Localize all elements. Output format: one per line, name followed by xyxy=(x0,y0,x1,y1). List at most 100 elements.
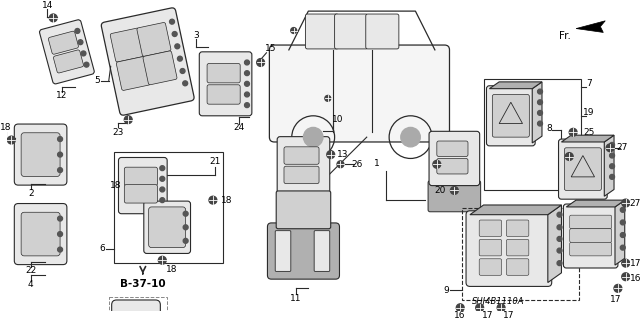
FancyBboxPatch shape xyxy=(284,166,319,184)
FancyBboxPatch shape xyxy=(437,141,468,157)
Circle shape xyxy=(433,160,441,168)
FancyBboxPatch shape xyxy=(506,259,529,275)
FancyBboxPatch shape xyxy=(305,14,339,49)
Polygon shape xyxy=(576,21,605,33)
Circle shape xyxy=(325,95,331,101)
Text: 2: 2 xyxy=(28,189,34,198)
Circle shape xyxy=(610,143,614,147)
FancyBboxPatch shape xyxy=(14,204,67,264)
Text: 15: 15 xyxy=(264,44,276,53)
Circle shape xyxy=(58,216,63,221)
FancyBboxPatch shape xyxy=(199,52,252,116)
Text: 14: 14 xyxy=(42,1,53,10)
FancyBboxPatch shape xyxy=(335,14,368,49)
FancyBboxPatch shape xyxy=(277,137,330,196)
Circle shape xyxy=(75,28,80,33)
Circle shape xyxy=(620,220,625,225)
FancyBboxPatch shape xyxy=(14,124,67,185)
Circle shape xyxy=(327,151,335,159)
Circle shape xyxy=(124,116,132,123)
Circle shape xyxy=(620,245,625,250)
FancyBboxPatch shape xyxy=(570,215,612,229)
FancyBboxPatch shape xyxy=(49,31,79,54)
Text: 24: 24 xyxy=(234,123,245,132)
FancyBboxPatch shape xyxy=(563,204,618,268)
Text: 21: 21 xyxy=(209,157,221,166)
FancyBboxPatch shape xyxy=(118,158,167,214)
Circle shape xyxy=(337,161,344,168)
Polygon shape xyxy=(561,135,614,142)
Text: 16: 16 xyxy=(454,311,466,319)
Circle shape xyxy=(244,71,250,76)
Circle shape xyxy=(160,166,164,171)
Circle shape xyxy=(58,232,63,236)
FancyBboxPatch shape xyxy=(284,147,319,164)
Text: 12: 12 xyxy=(56,91,68,100)
Circle shape xyxy=(170,19,175,24)
FancyBboxPatch shape xyxy=(110,28,144,62)
Text: 18: 18 xyxy=(221,196,232,205)
FancyBboxPatch shape xyxy=(486,86,535,146)
Circle shape xyxy=(622,259,630,267)
Text: 7: 7 xyxy=(586,79,591,88)
Circle shape xyxy=(58,168,63,173)
Circle shape xyxy=(557,248,562,253)
Circle shape xyxy=(209,196,217,204)
FancyBboxPatch shape xyxy=(314,231,330,271)
FancyBboxPatch shape xyxy=(137,22,171,56)
Text: 3: 3 xyxy=(193,31,199,40)
Circle shape xyxy=(610,153,614,158)
Circle shape xyxy=(8,136,15,144)
FancyBboxPatch shape xyxy=(479,220,502,236)
Text: 27: 27 xyxy=(583,147,595,156)
FancyBboxPatch shape xyxy=(124,185,157,203)
FancyBboxPatch shape xyxy=(275,231,291,271)
FancyBboxPatch shape xyxy=(570,229,612,242)
Bar xyxy=(462,208,579,300)
Text: Fr.: Fr. xyxy=(559,31,571,41)
Bar xyxy=(484,79,581,190)
Text: 1: 1 xyxy=(374,159,380,168)
FancyBboxPatch shape xyxy=(429,131,479,186)
FancyBboxPatch shape xyxy=(492,94,529,137)
FancyBboxPatch shape xyxy=(207,63,240,83)
Circle shape xyxy=(244,103,250,108)
Text: 18: 18 xyxy=(0,123,12,132)
Circle shape xyxy=(177,56,182,61)
FancyBboxPatch shape xyxy=(479,239,502,256)
Text: 5: 5 xyxy=(94,77,100,85)
Circle shape xyxy=(614,285,622,292)
Circle shape xyxy=(81,51,86,56)
Text: 26: 26 xyxy=(447,155,458,164)
FancyBboxPatch shape xyxy=(428,181,481,212)
Text: 4: 4 xyxy=(28,280,34,289)
FancyBboxPatch shape xyxy=(101,8,194,115)
Polygon shape xyxy=(615,200,625,265)
Text: 16: 16 xyxy=(630,274,640,283)
Circle shape xyxy=(160,187,164,192)
Text: 22: 22 xyxy=(25,266,36,275)
Circle shape xyxy=(58,152,63,157)
Polygon shape xyxy=(532,82,542,143)
Text: 18: 18 xyxy=(166,265,178,274)
Text: SHJ4B1110A: SHJ4B1110A xyxy=(472,297,524,307)
Circle shape xyxy=(291,27,297,33)
Text: 9: 9 xyxy=(444,286,449,295)
Text: 18: 18 xyxy=(110,181,122,190)
Text: 17: 17 xyxy=(630,259,640,268)
Text: 6: 6 xyxy=(99,244,105,253)
Circle shape xyxy=(569,129,577,136)
Circle shape xyxy=(557,261,562,266)
FancyBboxPatch shape xyxy=(366,14,399,49)
FancyBboxPatch shape xyxy=(144,201,191,254)
Circle shape xyxy=(58,247,63,252)
Circle shape xyxy=(160,176,164,181)
FancyBboxPatch shape xyxy=(437,159,468,174)
FancyBboxPatch shape xyxy=(268,223,339,279)
Text: 25: 25 xyxy=(583,128,595,137)
Circle shape xyxy=(538,110,543,115)
Circle shape xyxy=(557,236,562,241)
Circle shape xyxy=(58,137,63,142)
Text: 19: 19 xyxy=(583,108,595,117)
Circle shape xyxy=(244,92,250,97)
